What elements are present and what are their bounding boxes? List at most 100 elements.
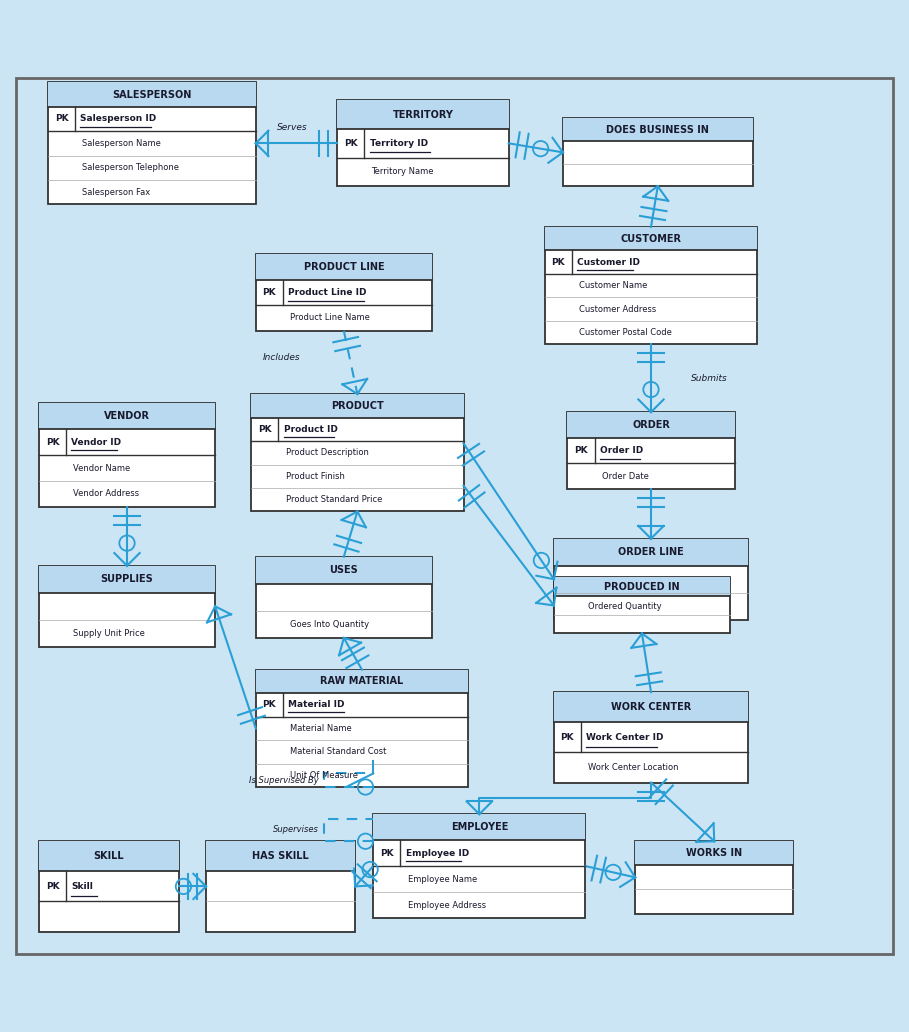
Text: USES: USES (329, 566, 358, 575)
Text: Submits: Submits (692, 374, 728, 383)
Text: Salesperson Telephone: Salesperson Telephone (83, 163, 179, 172)
Text: ORDER: ORDER (632, 420, 670, 430)
Text: Product Description: Product Description (285, 448, 368, 457)
Text: Employee Address: Employee Address (407, 901, 485, 909)
Text: VENDOR: VENDOR (104, 411, 150, 421)
Text: Includes: Includes (263, 353, 301, 362)
Text: Vendor Address: Vendor Address (74, 489, 139, 498)
Text: Skill: Skill (72, 882, 94, 891)
Text: Salesperson ID: Salesperson ID (81, 115, 156, 124)
Bar (48, 83, 255, 204)
Text: PK: PK (561, 733, 574, 742)
Bar (251, 394, 464, 418)
Text: CUSTOMER: CUSTOMER (621, 233, 682, 244)
Bar (567, 412, 734, 438)
Text: Customer Name: Customer Name (579, 281, 647, 290)
Text: PK: PK (263, 701, 276, 709)
Text: Vendor ID: Vendor ID (72, 438, 122, 447)
Text: Customer Postal Code: Customer Postal Code (579, 328, 672, 337)
Text: Customer ID: Customer ID (577, 258, 640, 266)
Text: PK: PK (45, 438, 59, 447)
Bar (39, 404, 215, 507)
Text: Product Standard Price: Product Standard Price (285, 495, 382, 505)
Text: Product ID: Product ID (284, 425, 337, 433)
Text: Supervises: Supervises (273, 826, 319, 835)
Text: PK: PK (552, 258, 565, 266)
Bar (374, 814, 585, 840)
Bar (206, 841, 355, 932)
Text: Salesperson Fax: Salesperson Fax (83, 188, 151, 197)
Text: PK: PK (263, 288, 276, 297)
Text: Work Center Location: Work Center Location (588, 763, 679, 772)
Text: Work Center ID: Work Center ID (586, 733, 664, 742)
Text: PK: PK (380, 848, 394, 858)
Bar (567, 412, 734, 489)
Text: HAS SKILL: HAS SKILL (252, 851, 309, 862)
Bar (635, 841, 794, 913)
Text: Serves: Serves (277, 123, 307, 131)
Text: Material Name: Material Name (290, 723, 352, 733)
Bar (255, 254, 432, 331)
Text: Product Finish: Product Finish (285, 472, 345, 481)
Text: PRODUCT LINE: PRODUCT LINE (304, 262, 385, 271)
Text: RAW MATERIAL: RAW MATERIAL (320, 676, 404, 686)
Text: Material ID: Material ID (288, 701, 345, 709)
Bar (255, 254, 432, 280)
Text: Is Supervised By: Is Supervised By (249, 776, 319, 784)
Text: Employee Name: Employee Name (407, 874, 477, 883)
Bar (554, 692, 748, 782)
Bar (255, 556, 432, 584)
Text: Goes Into Quantity: Goes Into Quantity (290, 620, 369, 628)
Bar (251, 394, 464, 512)
Bar (39, 566, 215, 647)
Text: Territory Name: Territory Name (372, 167, 434, 176)
Text: TERRITORY: TERRITORY (393, 109, 454, 120)
Bar (337, 100, 509, 186)
Text: SALESPERSON: SALESPERSON (112, 90, 192, 99)
Bar (554, 578, 730, 596)
Text: Order Date: Order Date (602, 472, 649, 481)
Text: Supply Unit Price: Supply Unit Price (74, 628, 145, 638)
Bar (635, 841, 794, 865)
Text: Order ID: Order ID (600, 446, 644, 455)
Text: Unit Of Measure: Unit Of Measure (290, 771, 358, 780)
Text: Product Line ID: Product Line ID (288, 288, 366, 297)
Bar (39, 566, 215, 592)
Bar (563, 119, 753, 141)
Bar (544, 227, 757, 251)
Bar (206, 841, 355, 871)
Bar (554, 539, 748, 566)
Text: PK: PK (344, 139, 357, 148)
Bar (39, 404, 215, 429)
Bar (544, 227, 757, 345)
Text: Customer Address: Customer Address (579, 304, 656, 314)
Text: SUPPLIES: SUPPLIES (101, 574, 154, 584)
Bar (255, 556, 432, 638)
Bar (255, 670, 468, 787)
Text: Product Line Name: Product Line Name (290, 314, 370, 322)
Text: Ordered Quantity: Ordered Quantity (588, 602, 662, 611)
Text: WORKS IN: WORKS IN (686, 848, 743, 859)
Bar (39, 841, 179, 932)
Text: Material Standard Cost: Material Standard Cost (290, 747, 386, 756)
Text: DOES BUSINESS IN: DOES BUSINESS IN (606, 125, 709, 135)
Text: Employee ID: Employee ID (405, 848, 469, 858)
Bar (554, 539, 748, 620)
Text: WORK CENTER: WORK CENTER (611, 702, 691, 712)
Text: PK: PK (45, 882, 59, 891)
Text: PRODUCT: PRODUCT (331, 400, 384, 411)
Text: SKILL: SKILL (94, 851, 125, 862)
Text: Vendor Name: Vendor Name (74, 463, 131, 473)
Bar (48, 83, 255, 106)
Text: ORDER LINE: ORDER LINE (618, 547, 684, 557)
Text: PK: PK (258, 425, 272, 433)
Bar (255, 670, 468, 694)
Text: EMPLOYEE: EMPLOYEE (451, 823, 508, 832)
Text: PK: PK (574, 446, 588, 455)
Text: Salesperson Name: Salesperson Name (83, 139, 161, 148)
Bar (563, 119, 753, 186)
Bar (374, 814, 585, 918)
Text: PK: PK (55, 115, 68, 124)
Bar (39, 841, 179, 871)
Text: PRODUCED IN: PRODUCED IN (604, 582, 680, 591)
